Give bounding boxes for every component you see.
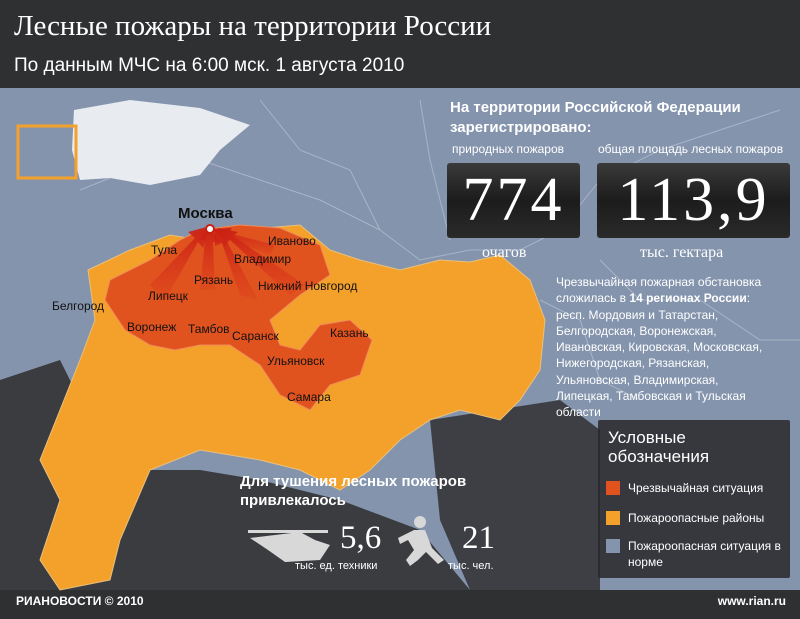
legend-swatch bbox=[606, 539, 620, 553]
city-label: Казань bbox=[330, 326, 369, 340]
legend-label: Пожароопасная ситуация в норме bbox=[628, 539, 781, 569]
map-dark-area bbox=[430, 400, 600, 590]
city-label: Москва bbox=[178, 205, 233, 222]
resources-heading: Для тушения лесных пожаров привлекалось bbox=[240, 473, 467, 509]
resource-unit: тыс. чел. bbox=[448, 560, 494, 572]
resource-value: 5,6 bbox=[340, 520, 382, 556]
legend-label: Чрезвычайная ситуация bbox=[628, 481, 764, 495]
city-label: Тула bbox=[151, 243, 178, 257]
copyright: © 2010 bbox=[104, 594, 144, 608]
legend-title: Условные обозначения bbox=[608, 428, 710, 466]
note: Чрезвычайная пожарная обстановка сложила… bbox=[556, 274, 778, 421]
note-text: : респ. Мордовия и Татарстан, Белгородск… bbox=[556, 291, 763, 420]
city-label: Иваново bbox=[268, 234, 316, 248]
moscow-marker bbox=[205, 224, 215, 234]
stat-label: общая площадь лесных пожаров bbox=[598, 142, 784, 156]
stat-counter: 113,9 bbox=[597, 163, 790, 238]
note-bold: 14 регионах России bbox=[629, 291, 747, 306]
legend: Условные обозначения Чрезвычайная ситуац… bbox=[598, 420, 790, 578]
title: Лесные пожары на территории России bbox=[14, 10, 492, 42]
note-text: Чрезвычайная пожарная обстановка сложила… bbox=[556, 275, 762, 306]
resource-unit: тыс. ед. техники bbox=[295, 560, 378, 572]
city-label: Воронеж bbox=[127, 320, 177, 334]
equipment-icons bbox=[248, 516, 444, 566]
city-label: Саранск bbox=[232, 329, 279, 343]
legend-swatch bbox=[606, 511, 620, 525]
fire-arrows bbox=[150, 226, 305, 300]
city-label: Рязань bbox=[194, 273, 234, 287]
legend-swatch bbox=[606, 481, 620, 495]
stats-heading: На территории Российской Федерации зарег… bbox=[450, 99, 741, 136]
city-label: Тамбов bbox=[188, 322, 230, 336]
city-label: Нижний Новгород bbox=[258, 279, 358, 293]
city-label: Белгород bbox=[52, 299, 105, 313]
stat-counter: 774 bbox=[447, 163, 580, 238]
subtitle: По данным МЧС на 6:00 мск. 1 августа 201… bbox=[14, 55, 405, 76]
city-label: Ульяновск bbox=[267, 354, 325, 368]
city-label: Самара bbox=[287, 390, 331, 404]
stat-label: природных пожаров bbox=[452, 142, 565, 156]
footer-url[interactable]: www.rian.ru bbox=[717, 594, 786, 608]
stat-unit: тыс. гектара bbox=[640, 244, 724, 261]
city-label: Владимир bbox=[234, 252, 292, 266]
resource-value: 21 bbox=[462, 520, 495, 556]
legend-label: Пожароопасные районы bbox=[628, 511, 765, 525]
logo: РИАНОВОСТИ bbox=[16, 594, 102, 608]
footer-logo: РИАНОВОСТИ © 2010 bbox=[16, 594, 144, 608]
city-label: Липецк bbox=[148, 289, 188, 303]
inset-map bbox=[16, 100, 250, 185]
stat-unit: очагов bbox=[482, 244, 527, 261]
